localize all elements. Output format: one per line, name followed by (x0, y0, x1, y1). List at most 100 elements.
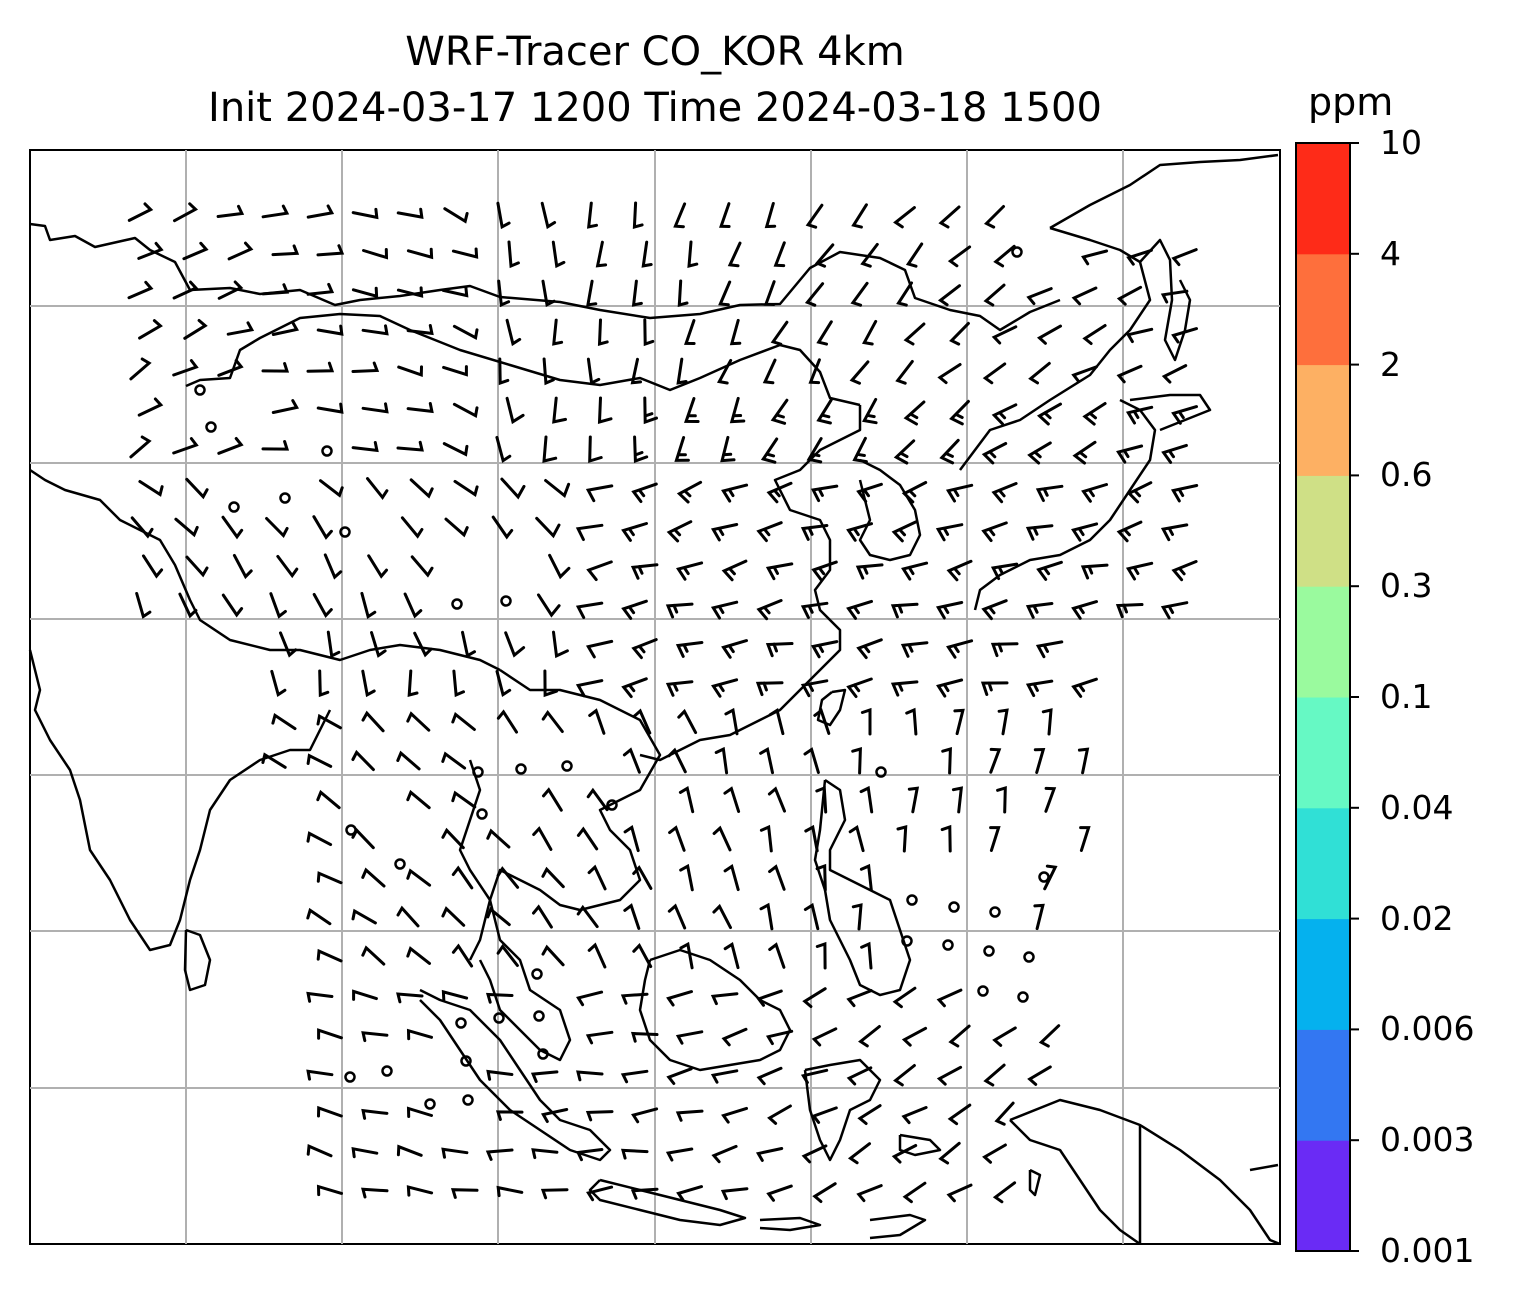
wind-barb (216, 204, 245, 218)
wind-barb (1125, 405, 1154, 425)
wind-barb (901, 1106, 928, 1125)
wind-barb (217, 280, 244, 300)
wind-barb (949, 399, 970, 426)
wind-barb (316, 324, 344, 336)
colorbar-tick-label: 0.006 (1380, 1009, 1475, 1049)
wind-barb (860, 242, 879, 268)
wind-barb (361, 1108, 389, 1120)
wind-barb (710, 600, 739, 620)
wind-barb (441, 751, 467, 770)
calm-wind-circle (381, 1065, 393, 1077)
wind-barb (127, 202, 154, 222)
wind-barb (905, 707, 918, 736)
calm-wind-circle (424, 1098, 436, 1110)
wind-barb (729, 318, 742, 346)
wind-barb (804, 824, 819, 853)
wind-barb (441, 1147, 469, 1159)
wind-barb (852, 436, 868, 464)
wind-barb (486, 906, 511, 927)
wind-barb (810, 640, 839, 659)
calm-wind-circle (345, 824, 357, 836)
wind-barb (997, 708, 1009, 736)
wind-barb (1025, 524, 1054, 541)
wind-barb (588, 708, 606, 735)
wind-barb (851, 903, 863, 931)
wind-barb (993, 244, 1016, 268)
wind-barb (768, 708, 785, 736)
wind-barb (901, 1026, 928, 1047)
wind-barb (1081, 483, 1108, 503)
wind-barb (992, 1181, 1017, 1204)
wind-barb (276, 554, 299, 579)
wind-barb (716, 358, 733, 385)
wind-barb (232, 553, 253, 580)
wind-barb (306, 204, 335, 219)
wind-barb (710, 1069, 739, 1084)
wind-barb (552, 630, 569, 659)
wind-barb (723, 863, 740, 892)
wind-barb (217, 359, 244, 377)
wind-barb (496, 866, 520, 889)
wind-barb (576, 990, 604, 1007)
wind-barb (442, 442, 469, 457)
wind-barb (396, 440, 424, 452)
calm-wind-circle (515, 763, 527, 775)
colorbar-segment (1296, 1029, 1350, 1141)
wind-barb (271, 713, 297, 731)
wind-barb (684, 319, 696, 345)
wind-barb (442, 365, 468, 377)
calm-wind-circle (942, 939, 954, 951)
wind-barb (597, 318, 609, 346)
wind-barb (856, 1184, 883, 1203)
wind-barb (396, 992, 424, 1004)
wind-barb (1044, 786, 1057, 813)
colorbar-tick-label: 0.02 (1380, 898, 1454, 938)
wind-barb (406, 1106, 433, 1118)
wind-barb (676, 480, 703, 504)
wind-barb (859, 785, 874, 814)
wind-barb (410, 555, 434, 578)
colorbar-segment (1296, 697, 1350, 809)
wind-barb (1125, 561, 1154, 581)
wind-barb (893, 439, 916, 465)
wind-barb (317, 1105, 343, 1118)
wind-barb (718, 280, 732, 307)
wind-barb (541, 709, 564, 733)
wind-barb (848, 825, 865, 853)
wind-barb (765, 642, 794, 658)
wind-barb (1171, 248, 1198, 267)
wind-barb (860, 941, 873, 970)
wind-barb (541, 279, 556, 308)
wind-barb (486, 1069, 514, 1081)
wind-barb (485, 1148, 514, 1161)
wind-barb (495, 669, 512, 697)
wind-barb (816, 398, 833, 425)
wind-barb (279, 631, 298, 658)
wind-barb (265, 517, 289, 539)
calm-wind-circle (472, 766, 484, 778)
wind-barb (406, 946, 431, 965)
wind-barb (451, 247, 479, 259)
wind-barb (983, 1063, 1006, 1087)
calm-wind-circle (1038, 871, 1050, 883)
wind-barb (352, 989, 378, 1001)
wind-barb (891, 1144, 918, 1164)
wind-barb (724, 707, 739, 736)
colorbar-segment (1296, 586, 1350, 698)
wind-barb (172, 359, 199, 377)
wind-barb (351, 908, 377, 925)
wind-barb (623, 903, 641, 930)
wind-barb (543, 669, 558, 698)
wind-barb (587, 942, 607, 969)
wind-barb (351, 361, 380, 373)
wind-barb (723, 942, 740, 970)
wind-barb (137, 241, 164, 260)
wind-barb (893, 1064, 916, 1087)
wind-barb (396, 207, 424, 219)
wind-barb (946, 1183, 973, 1203)
wind-barb (935, 523, 964, 542)
wind-barb (815, 785, 828, 814)
wind-barb (755, 681, 784, 697)
wind-barb (135, 592, 152, 619)
wind-barb (406, 402, 434, 414)
